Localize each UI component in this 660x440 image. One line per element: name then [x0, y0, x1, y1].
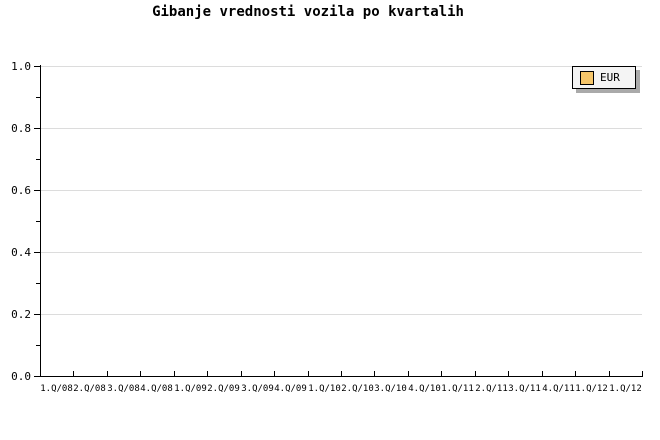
x-axis-tick-label: 2.Q/10: [341, 384, 374, 394]
y-major-tick: [34, 190, 40, 191]
x-axis-tick-label: 2.Q/08: [73, 384, 106, 394]
y-minor-tick: [36, 97, 40, 98]
y-gridline: [41, 128, 642, 129]
x-axis-tick-label: 1.Q/08: [40, 384, 73, 394]
chart-title: Gibanje vrednosti vozila po kvartalih: [152, 4, 464, 20]
x-boundary-tick: [642, 371, 643, 376]
x-boundary-tick: [241, 371, 242, 376]
x-boundary-tick: [274, 371, 275, 376]
y-gridline: [41, 314, 642, 315]
x-axis-tick-label: 1.Q/10: [308, 384, 341, 394]
x-axis-tick-label: 1.Q/09: [174, 384, 207, 394]
x-axis-tick-label: 4.Q/10: [408, 384, 441, 394]
y-axis-tick-label: 0.2: [11, 308, 31, 321]
y-major-tick: [34, 128, 40, 129]
y-minor-tick: [36, 283, 40, 284]
y-axis-tick-label: 0.8: [11, 122, 31, 135]
y-axis-line: [40, 65, 41, 377]
legend: EUR: [572, 66, 636, 89]
x-boundary-tick: [609, 371, 610, 376]
x-axis-tick-label: 1.Q/12: [609, 384, 642, 394]
y-minor-tick: [36, 345, 40, 346]
x-axis-tick-label: 1.Q/12: [575, 384, 608, 394]
x-boundary-tick: [441, 371, 442, 376]
y-axis-tick-label: 1.0: [11, 60, 31, 73]
x-boundary-tick: [308, 371, 309, 376]
x-axis-tick-label: 3.Q/08: [107, 384, 140, 394]
legend-swatch-icon: [580, 70, 594, 85]
x-axis-tick-label: 2.Q/11: [475, 384, 508, 394]
y-axis-tick-label: 0.6: [11, 184, 31, 197]
x-boundary-tick: [73, 371, 74, 376]
y-major-tick: [34, 66, 40, 67]
x-boundary-tick: [575, 371, 576, 376]
x-axis-tick-label: 3.Q/09: [241, 384, 274, 394]
x-boundary-tick: [374, 371, 375, 376]
x-axis-tick-label: 4.Q/11: [542, 384, 575, 394]
legend-series-label: EUR: [600, 71, 620, 84]
x-axis-tick-label: 1.Q/11: [441, 384, 474, 394]
x-boundary-tick: [140, 371, 141, 376]
y-gridline: [41, 66, 642, 67]
y-major-tick: [34, 314, 40, 315]
x-boundary-tick: [542, 371, 543, 376]
x-axis-tick-label: 4.Q/09: [274, 384, 307, 394]
x-boundary-tick: [107, 371, 108, 376]
x-boundary-tick: [341, 371, 342, 376]
y-major-tick: [34, 252, 40, 253]
x-axis-tick-label: 2.Q/09: [207, 384, 240, 394]
x-boundary-tick: [508, 371, 509, 376]
y-gridline: [41, 190, 642, 191]
y-minor-tick: [36, 221, 40, 222]
y-gridline: [41, 252, 642, 253]
x-axis-tick-label: 3.Q/10: [374, 384, 407, 394]
x-axis-line: [40, 376, 643, 377]
y-axis-tick-label: 0.0: [11, 370, 31, 383]
x-boundary-tick: [408, 371, 409, 376]
y-axis-tick-label: 0.4: [11, 246, 31, 259]
y-minor-tick: [36, 159, 40, 160]
x-boundary-tick: [207, 371, 208, 376]
x-axis-tick-label: 4.Q/08: [140, 384, 173, 394]
x-boundary-tick: [475, 371, 476, 376]
x-axis-tick-label: 3.Q/11: [508, 384, 541, 394]
y-major-tick: [34, 376, 40, 377]
x-boundary-tick: [174, 371, 175, 376]
